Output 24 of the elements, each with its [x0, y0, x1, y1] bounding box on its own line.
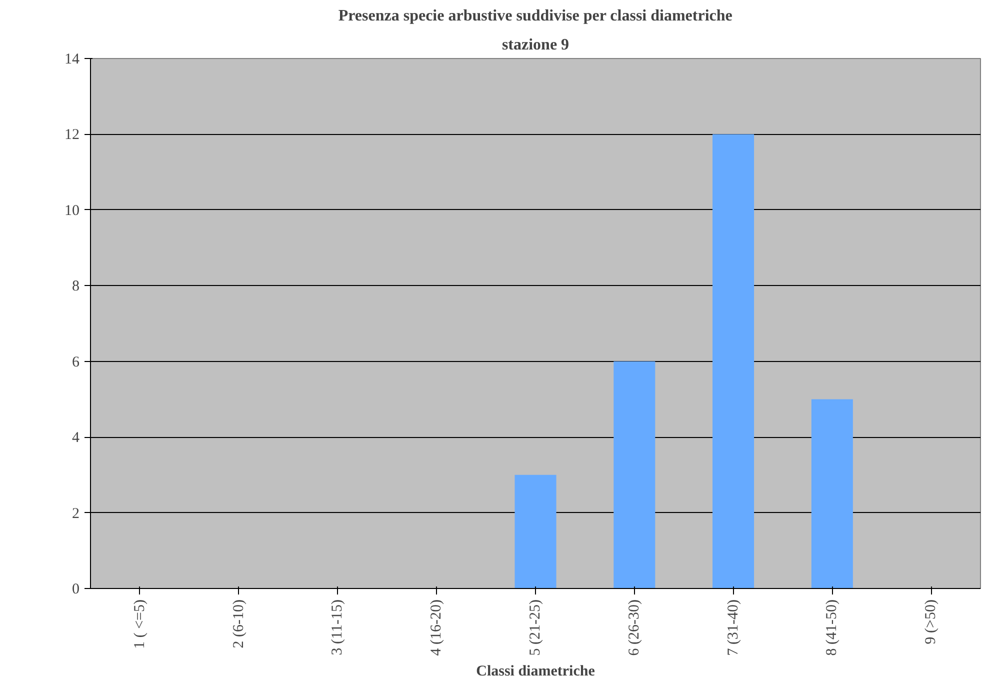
x-axis-title: Classi diametriche: [476, 664, 596, 680]
x-tick-label: 4 (16-20): [428, 599, 445, 656]
y-tick-label: 8: [72, 278, 80, 295]
x-tick-label: 5 (21-25): [528, 599, 544, 656]
y-tick-label: 0: [72, 582, 80, 598]
x-tick-label: 2 (6-10): [230, 599, 247, 648]
x-tick-label: 9 (>50): [923, 599, 940, 644]
chart-subtitle: stazione 9: [502, 36, 570, 54]
bar: [712, 134, 754, 588]
x-tick-label: 7 (31-40): [725, 599, 742, 656]
y-tick-label: 14: [64, 52, 80, 68]
x-tick-label: 8 (41-50): [824, 599, 840, 656]
y-tick-label: 10: [64, 202, 80, 219]
bar: [811, 399, 853, 588]
y-tick-label: 12: [64, 127, 80, 144]
chart-title: Presenza specie arbustive suddivise per classi diametriche: [338, 8, 732, 24]
y-tick-label: 4: [72, 430, 80, 446]
x-tick-label: 1 ( <=5): [132, 599, 148, 649]
x-tick-label: 3 (11-15): [330, 599, 346, 656]
y-tick-label: 2: [72, 506, 80, 522]
bar: [614, 361, 656, 588]
bar: [514, 474, 556, 588]
y-tick-label: 6: [72, 354, 80, 370]
x-tick-label: 6 (26-30): [626, 599, 642, 656]
